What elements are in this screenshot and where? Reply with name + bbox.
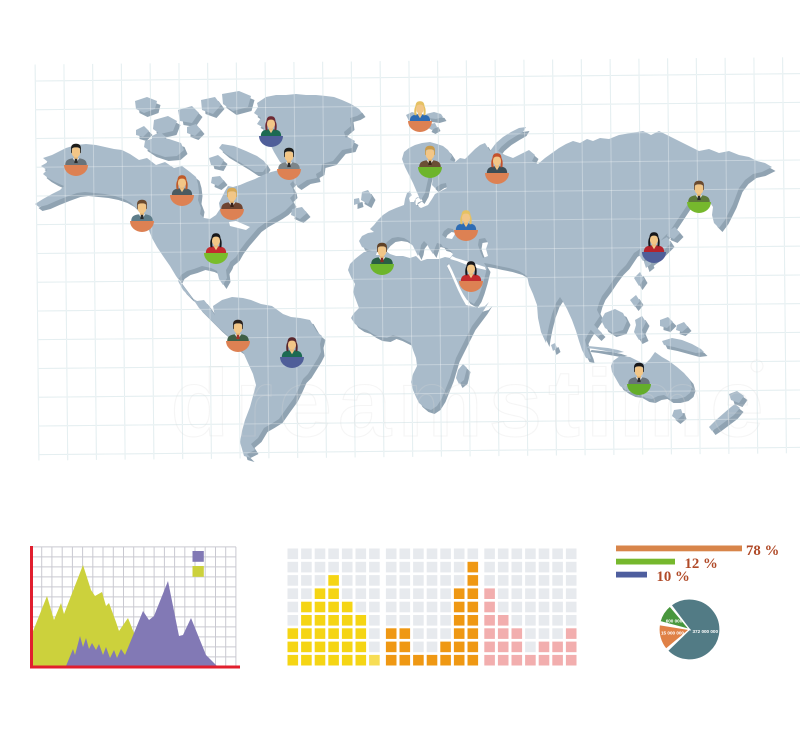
svg-text:78 %: 78 % [746,543,779,559]
svg-text:600 000: 600 000 [666,619,683,624]
svg-text:15 000 000: 15 000 000 [661,631,684,636]
svg-text:dreamstime: dreamstime [171,350,770,457]
svg-text:372 000 000: 372 000 000 [693,629,719,634]
svg-text:12 %: 12 % [685,556,718,572]
svg-text:10 %: 10 % [657,569,690,585]
